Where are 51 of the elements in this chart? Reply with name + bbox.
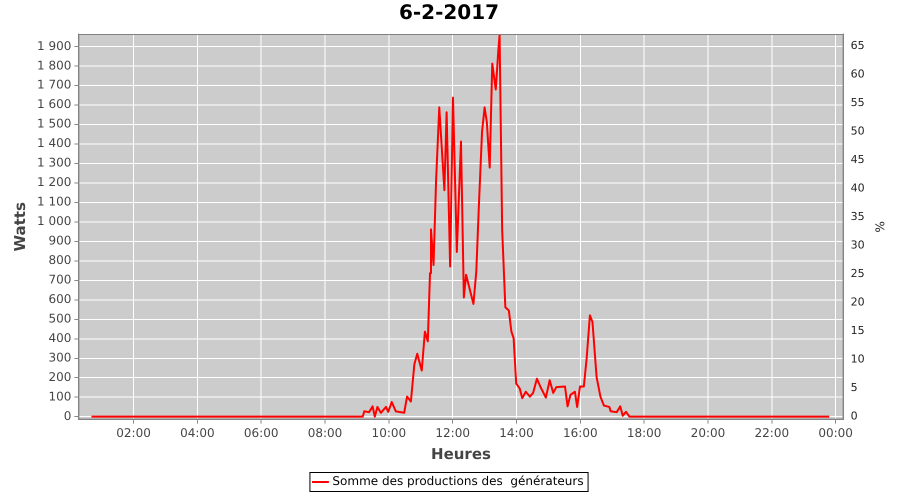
y-tick-label: 1 800: [36, 58, 72, 72]
chart-title: 6-2-2017: [398, 0, 500, 24]
y-tick-label: 1 100: [36, 194, 72, 209]
y-tick-label: 700: [48, 272, 72, 286]
x-tick-label: 06:00: [244, 426, 279, 440]
x-tick-label: 08:00: [308, 426, 342, 440]
y2-tick-label: 15: [850, 324, 865, 337]
x-axis-title: Heures: [431, 444, 491, 463]
y2-tick-label: 65: [850, 38, 865, 52]
y-tick-label: 1 900: [36, 38, 72, 53]
y-tick-label: 1 000: [36, 214, 72, 228]
x-tick-label: 22:00: [754, 426, 790, 440]
y2-tick-label: 20: [850, 295, 865, 308]
y2-tick-label: 5: [850, 381, 858, 394]
y-tick-label: 900: [48, 234, 72, 248]
x-tick-label: 02:00: [116, 426, 151, 440]
x-tick-label: 00:00: [818, 426, 853, 440]
y-tick-label: 1 400: [36, 136, 72, 150]
y2-axis-title: %: [872, 221, 887, 233]
y2-tick-label: 35: [850, 210, 865, 223]
y2-tick-label: 55: [850, 96, 865, 109]
y2-tick-label: 0: [850, 410, 858, 423]
x-tick-label: 14:00: [499, 426, 534, 440]
y2-tick-label: 10: [850, 352, 865, 366]
y-tick-label: 1 200: [36, 175, 72, 190]
legend-label: Somme des productions des générateurs: [332, 474, 584, 488]
y-tick-label: 1 500: [36, 116, 72, 131]
y2-tick-label: 45: [850, 152, 865, 166]
y-tick-label: 500: [48, 311, 72, 326]
y-tick-label: 1 600: [36, 97, 72, 112]
x-tick-label: 12:00: [435, 426, 470, 440]
x-tick-label: 10:00: [372, 426, 406, 440]
y-tick-label: 1 700: [36, 78, 72, 92]
y-tick-label: 200: [48, 370, 72, 384]
y-axis-title: Watts: [10, 202, 29, 252]
y2-tick-label: 40: [850, 181, 865, 194]
x-tick-label: 18:00: [626, 426, 662, 440]
y-tick-label: 1 300: [36, 156, 72, 170]
y2-tick-label: 25: [850, 266, 865, 280]
x-tick-label: 04:00: [180, 426, 215, 440]
y2-tick-label: 50: [850, 124, 865, 138]
y-tick-label: 400: [48, 330, 72, 345]
y-tick-label: 0: [64, 408, 72, 423]
x-tick-label: 16:00: [563, 426, 598, 440]
y-tick-label: 100: [48, 389, 72, 404]
x-tick-label: 20:00: [690, 426, 726, 440]
y-tick-label: 300: [48, 350, 72, 364]
y-tick-label: 600: [48, 292, 72, 306]
y2-tick-label: 60: [850, 67, 865, 80]
y-tick-label: 800: [48, 253, 72, 268]
y2-tick-label: 30: [850, 238, 865, 252]
